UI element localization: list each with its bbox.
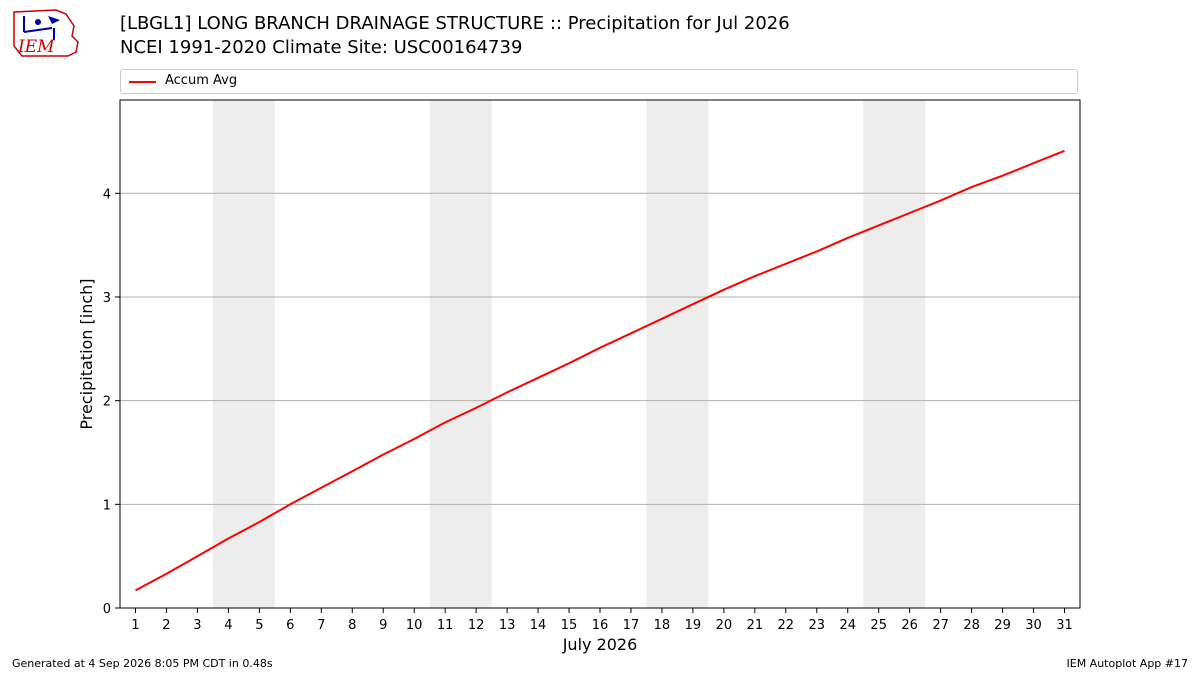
x-tick-label: 4 <box>224 618 232 633</box>
generated-timestamp: Generated at 4 Sep 2026 8:05 PM CDT in 0… <box>12 657 273 670</box>
x-axis-label: July 2026 <box>562 635 638 654</box>
y-tick-label: 3 <box>103 291 111 306</box>
x-tick-label: 14 <box>530 618 547 633</box>
x-tick-label: 7 <box>317 618 325 633</box>
x-tick-label: 22 <box>778 618 795 633</box>
x-tick-label: 17 <box>623 618 640 633</box>
chart-title-line1: [LBGL1] LONG BRANCH DRAINAGE STRUCTURE :… <box>120 13 790 34</box>
x-tick-label: 15 <box>561 618 578 633</box>
x-tick-label: 12 <box>468 618 485 633</box>
x-tick-label: 10 <box>406 618 423 633</box>
iem-logo-text: IEM <box>17 37 55 57</box>
x-tick-label: 9 <box>379 618 387 633</box>
chart-title: [LBGL1] LONG BRANCH DRAINAGE STRUCTURE :… <box>120 12 790 60</box>
weekend-band <box>863 100 926 608</box>
x-tick-label: 19 <box>685 618 702 633</box>
iem-logo: IEM <box>13 9 79 57</box>
y-tick-label: 1 <box>103 498 111 513</box>
y-axis-label: Precipitation [inch] <box>77 278 96 429</box>
x-tick-label: 30 <box>1025 618 1042 633</box>
x-tick-label: 31 <box>1056 618 1073 633</box>
x-tick-label: 13 <box>499 618 516 633</box>
x-tick-label: 8 <box>348 618 356 633</box>
weekend-band <box>646 100 709 608</box>
x-tick-label: 16 <box>592 618 609 633</box>
x-tick-label: 24 <box>839 618 856 633</box>
x-tick-label: 3 <box>193 618 201 633</box>
legend-label: Accum Avg <box>165 73 238 88</box>
x-tick-label: 21 <box>747 618 764 633</box>
x-tick-label: 6 <box>286 618 294 633</box>
accum-avg-line <box>135 149 1065 592</box>
x-tick-label: 5 <box>255 618 263 633</box>
x-tick-label: 23 <box>809 618 826 633</box>
y-tick-label: 0 <box>103 602 111 617</box>
x-tick-label: 11 <box>437 618 454 633</box>
x-tick-label: 2 <box>162 618 170 633</box>
x-tick-label: 18 <box>654 618 671 633</box>
app-label: IEM Autoplot App #17 <box>1066 657 1189 670</box>
x-tick-label: 1 <box>131 618 139 633</box>
x-tick-label: 27 <box>932 618 949 633</box>
x-tick-label: 25 <box>870 618 887 633</box>
y-tick-label: 2 <box>103 395 111 410</box>
chart-title-line2: NCEI 1991-2020 Climate Site: USC00164739 <box>120 37 523 58</box>
weekend-band <box>212 100 275 608</box>
x-tick-label: 20 <box>716 618 733 633</box>
x-tick-label: 26 <box>901 618 918 633</box>
legend-swatch <box>129 81 156 83</box>
plot-frame <box>119 99 1081 609</box>
weekend-band <box>429 100 492 608</box>
chart-legend: Accum Avg <box>120 69 1078 94</box>
x-tick-label: 29 <box>994 618 1011 633</box>
x-tick-label: 28 <box>963 618 980 633</box>
y-tick-label: 4 <box>103 187 111 202</box>
